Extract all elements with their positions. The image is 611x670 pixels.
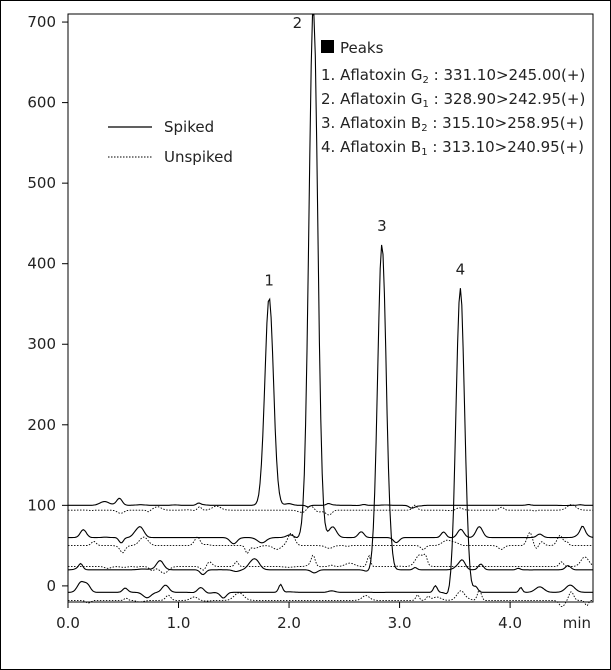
x-tick-label: 0.0 — [56, 614, 80, 632]
y-tick-label: 400 — [27, 255, 56, 273]
x-tick-label: 4.0 — [498, 614, 522, 632]
chart-legend: Spiked Unspiked — [108, 118, 233, 166]
peaks-list: Peaks 1. Aflatoxin G2 : 331.10>245.00(+) 2… — [321, 39, 585, 158]
unspiked-trace — [68, 531, 593, 554]
chart-peak-labels: 1 2 3 4 — [264, 14, 465, 290]
x-tick-label: 2.0 — [277, 614, 301, 632]
y-tick-label: 700 — [27, 13, 56, 31]
x-tick-label: 1.0 — [167, 614, 191, 632]
chart-axes: 0 100 200 300 400 500 600 700 0.0 1.0 2.0 3.0 4.0 min — [27, 13, 594, 632]
unspiked-trace — [68, 589, 594, 608]
spiked-trace — [68, 14, 594, 545]
peaks-list-item: 3. Aflatoxin B2 : 315.10>258.95(+) — [321, 114, 584, 134]
spiked-trace — [68, 297, 593, 509]
unspiked-trace — [68, 553, 594, 574]
legend-label-unspiked: Unspiked — [164, 148, 233, 166]
peak-label: 4 — [456, 260, 466, 278]
peaks-list-item: 1. Aflatoxin G2 : 331.10>245.00(+) — [321, 66, 585, 86]
y-tick-label: 300 — [27, 335, 56, 353]
legend-label-spiked: Spiked — [164, 118, 214, 136]
y-tick-label: 100 — [27, 496, 56, 514]
peaks-list-item: 4. Aflatoxin B1 : 313.10>240.95(+) — [321, 138, 584, 158]
peaks-square-icon — [321, 40, 334, 53]
x-axis-unit: min — [563, 614, 591, 632]
y-tick-label: 500 — [27, 174, 56, 192]
peak-label: 1 — [264, 272, 274, 290]
peaks-title: Peaks — [340, 39, 384, 57]
peak-label: 3 — [377, 217, 387, 235]
spiked-trace — [68, 288, 593, 599]
unspiked-trace — [68, 504, 593, 516]
x-tick-label: 3.0 — [388, 614, 412, 632]
peak-label: 2 — [293, 14, 303, 32]
y-tick-label: 200 — [27, 416, 56, 434]
peaks-list-item: 2. Aflatoxin G1 : 328.90>242.95(+) — [321, 90, 585, 110]
chart-series — [68, 14, 594, 608]
y-tick-label: 600 — [27, 94, 56, 112]
y-tick-label: 0 — [46, 577, 56, 595]
spiked-trace — [68, 244, 593, 576]
plot-area — [67, 13, 594, 603]
